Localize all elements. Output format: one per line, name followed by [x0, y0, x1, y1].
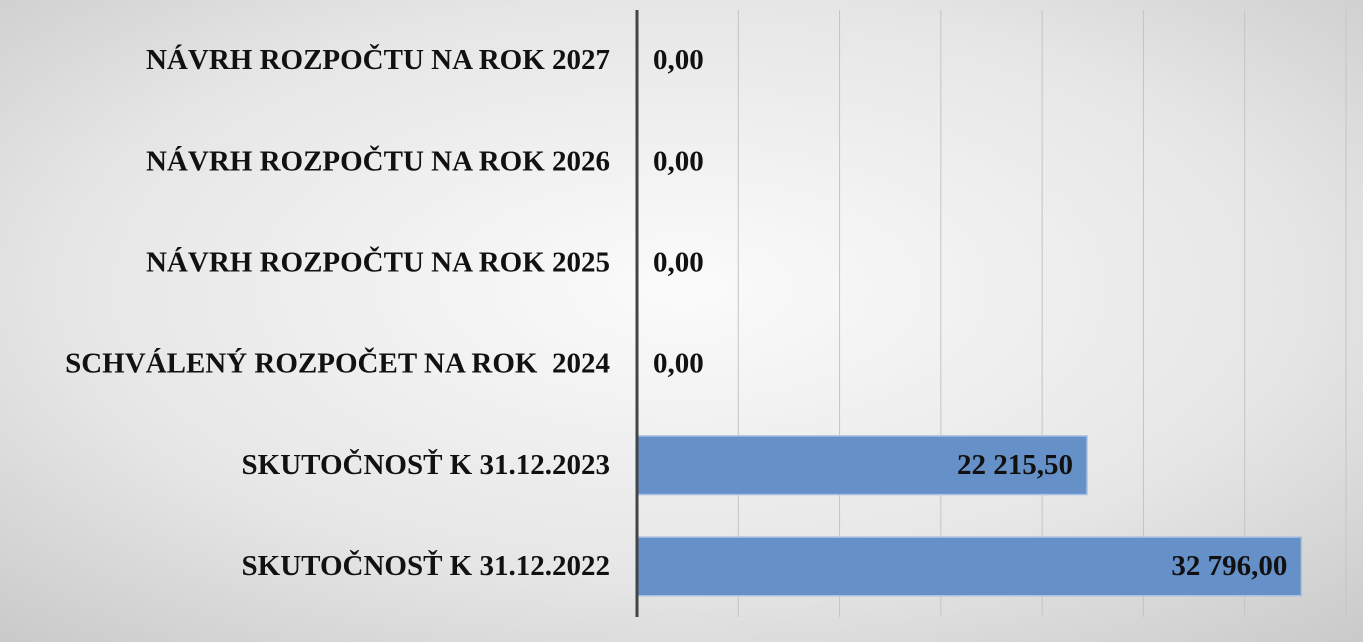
value-label: 0,00 — [653, 247, 704, 279]
value-label: 32 796,00 — [1171, 550, 1287, 582]
value-label: 0,00 — [653, 145, 704, 177]
value-label: 0,00 — [653, 44, 704, 76]
y-tick-label: SCHVÁLENÝ ROZPOČET NA ROK 2024 — [65, 347, 610, 380]
bar — [636, 536, 1303, 597]
y-tick-label: NÁVRH ROZPOČTU NA ROK 2027 — [146, 43, 610, 76]
y-tick-label: NÁVRH ROZPOČTU NA ROK 2025 — [146, 246, 610, 279]
y-tick-label: SKUTOČNOSŤ K 31.12.2022 — [242, 549, 610, 582]
bar — [636, 435, 1088, 496]
value-label: 22 215,50 — [957, 449, 1073, 481]
value-label: 0,00 — [653, 348, 704, 380]
y-tick-label: NÁVRH ROZPOČTU NA ROK 2026 — [146, 144, 610, 177]
y-tick-label: SKUTOČNOSŤ K 31.12.2023 — [242, 448, 610, 481]
